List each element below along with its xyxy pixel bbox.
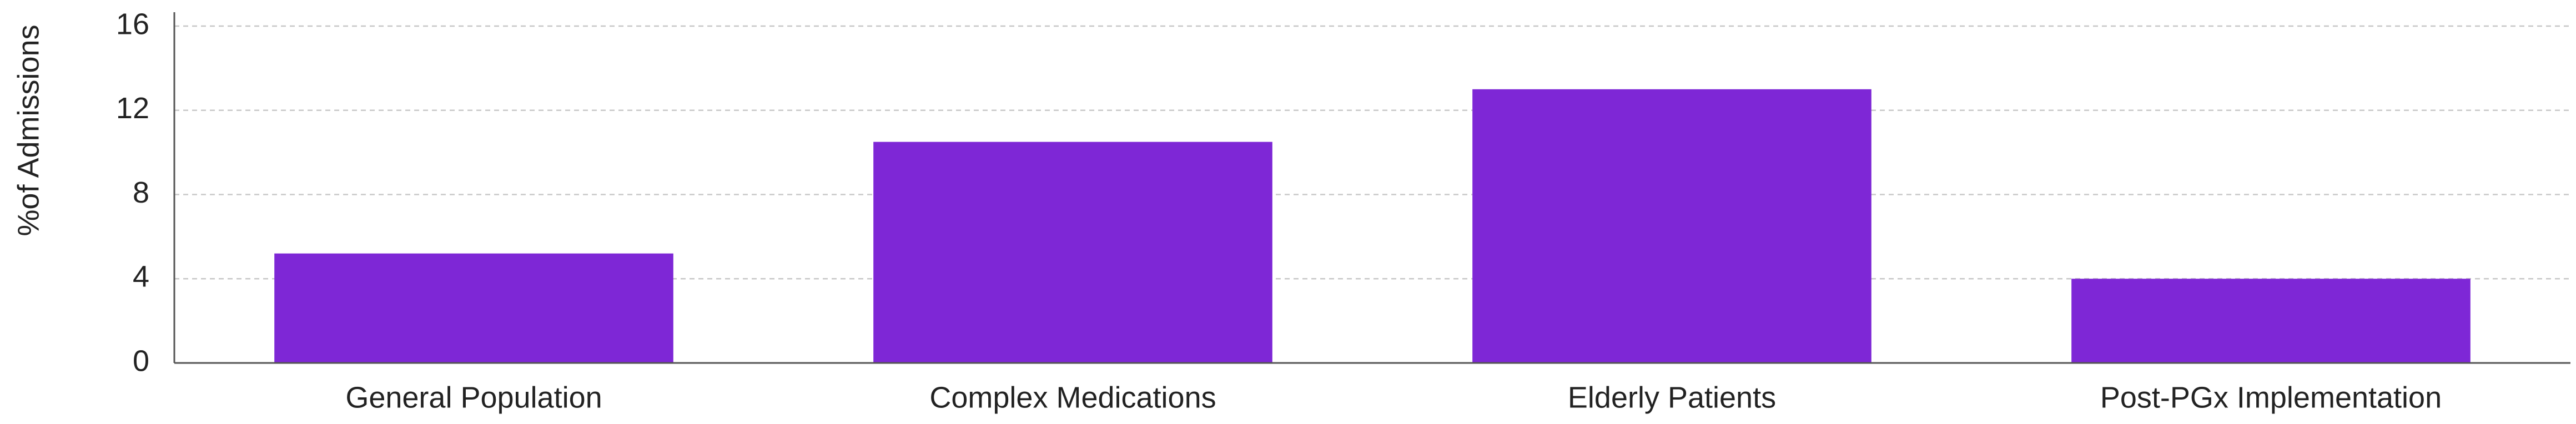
bar (2071, 279, 2471, 363)
bar (274, 253, 673, 363)
x-tick-label: Complex Medications (929, 381, 1216, 414)
y-tick-label: 4 (133, 260, 149, 294)
bar (1472, 89, 1871, 363)
y-axis-label: %of Admissions (12, 24, 45, 236)
x-tick-label: General Population (345, 381, 602, 414)
y-tick-label: 12 (116, 92, 149, 125)
bar (873, 142, 1272, 363)
x-tick-label: Post-PGx Implementation (2100, 381, 2442, 414)
y-tick-label: 0 (133, 344, 149, 377)
y-tick-label: 16 (116, 7, 149, 41)
x-tick-label: Elderly Patients (1568, 381, 1776, 414)
y-tick-label: 8 (133, 176, 149, 209)
